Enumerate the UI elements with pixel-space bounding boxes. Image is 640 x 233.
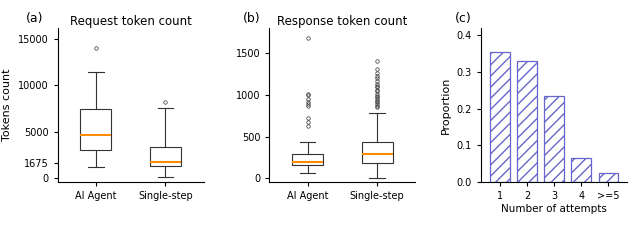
Text: (a): (a) (26, 12, 43, 25)
X-axis label: Number of attempts: Number of attempts (501, 204, 607, 214)
PathPatch shape (362, 142, 393, 163)
Title: Request token count: Request token count (70, 15, 191, 28)
Bar (598, 173, 618, 182)
Text: (c): (c) (455, 12, 472, 25)
PathPatch shape (150, 147, 181, 166)
PathPatch shape (292, 154, 323, 165)
PathPatch shape (80, 109, 111, 150)
Bar (490, 52, 510, 182)
Bar (517, 61, 537, 182)
Text: (b): (b) (243, 12, 260, 25)
Y-axis label: Proportion: Proportion (441, 76, 451, 134)
Bar (572, 158, 591, 182)
Y-axis label: Tokens count: Tokens count (3, 69, 12, 141)
Bar (545, 96, 564, 182)
Title: Response token count: Response token count (277, 15, 408, 28)
